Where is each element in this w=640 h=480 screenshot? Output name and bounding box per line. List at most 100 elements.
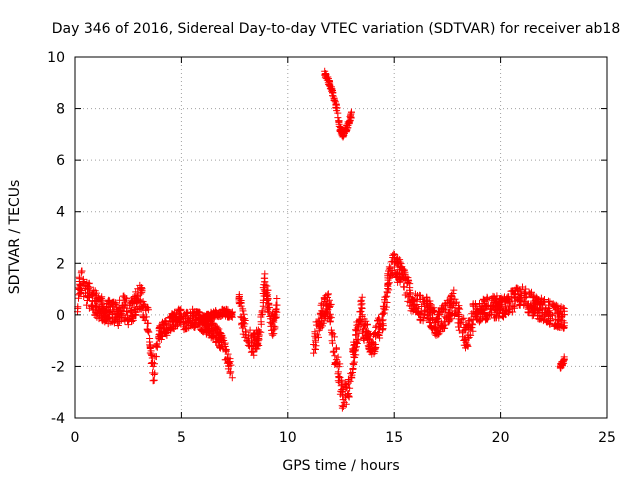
data-point — [315, 333, 322, 341]
data-point — [264, 307, 272, 315]
data-point — [473, 305, 481, 313]
data-point — [321, 70, 329, 78]
data-point — [105, 310, 113, 318]
data-point — [180, 317, 187, 325]
data-point — [102, 306, 110, 314]
data-point — [422, 302, 430, 310]
data-point — [455, 323, 462, 331]
data-point — [144, 304, 152, 312]
data-point — [355, 317, 363, 324]
data-point — [460, 314, 468, 322]
data-point — [357, 301, 365, 309]
data-point — [146, 335, 154, 342]
data-point — [90, 297, 98, 305]
data-point — [343, 384, 351, 392]
data-point — [559, 324, 567, 332]
data-point — [240, 310, 248, 318]
data-point — [349, 346, 357, 354]
data-point — [385, 286, 393, 294]
data-point — [443, 314, 450, 322]
data-point — [526, 309, 534, 317]
data-point — [269, 331, 277, 339]
data-point — [404, 297, 412, 305]
data-point — [121, 301, 129, 309]
data-point — [317, 324, 325, 332]
data-point — [238, 324, 246, 332]
data-point — [215, 329, 223, 337]
data-point — [378, 317, 386, 325]
data-point — [76, 275, 84, 283]
data-point — [553, 322, 561, 330]
data-point — [436, 328, 444, 336]
data-point — [538, 309, 546, 316]
data-point — [395, 274, 403, 282]
data-point — [155, 327, 163, 335]
data-point — [460, 336, 468, 344]
data-point — [530, 307, 538, 314]
data-point — [205, 326, 213, 334]
data-point — [110, 319, 118, 327]
data-point — [546, 298, 554, 306]
data-point — [329, 330, 337, 338]
data-point — [427, 301, 435, 309]
data-point — [474, 316, 482, 324]
data-point — [263, 282, 271, 290]
data-point — [424, 312, 432, 320]
data-point — [216, 344, 224, 352]
data-point — [310, 341, 318, 348]
data-point — [185, 324, 193, 332]
data-point — [325, 81, 333, 88]
data-point — [346, 117, 353, 125]
data-point — [142, 313, 150, 321]
data-point — [375, 314, 382, 322]
data-point — [559, 311, 567, 319]
data-point — [320, 317, 328, 325]
data-point — [443, 299, 451, 307]
data-point — [161, 329, 168, 337]
data-point — [246, 326, 254, 334]
data-point — [550, 303, 558, 311]
data-point — [462, 326, 470, 334]
data-point — [350, 338, 358, 346]
data-point — [239, 330, 247, 338]
data-point — [384, 281, 391, 289]
data-point — [478, 310, 486, 318]
y-tick-label: 8 — [56, 102, 65, 118]
data-point — [115, 312, 123, 320]
data-point — [327, 85, 335, 92]
data-point — [352, 331, 360, 339]
data-point — [336, 127, 344, 135]
data-point — [506, 308, 514, 316]
data-point — [86, 293, 93, 301]
data-point — [93, 309, 101, 316]
data-point — [325, 296, 333, 304]
data-point — [400, 283, 408, 291]
y-axis-label: SDTVAR / TECUs — [7, 180, 23, 295]
data-point — [362, 327, 370, 335]
data-point — [446, 304, 454, 312]
data-point — [345, 379, 352, 387]
data-point — [424, 307, 431, 315]
data-point — [258, 307, 266, 315]
data-point — [417, 316, 425, 324]
data-point — [406, 289, 414, 297]
data-point — [487, 306, 495, 314]
data-point — [350, 358, 358, 366]
data-point — [254, 339, 262, 347]
data-point — [79, 275, 87, 283]
data-point — [138, 305, 146, 313]
data-point — [124, 321, 132, 329]
data-point — [150, 376, 158, 384]
data-point — [128, 298, 136, 306]
data-point — [560, 356, 568, 364]
data-point — [144, 319, 152, 327]
data-point — [358, 305, 366, 312]
data-point — [329, 88, 337, 96]
data-point — [92, 302, 100, 310]
data-point — [337, 387, 345, 395]
x-tick-label: 20 — [492, 430, 510, 446]
data-point — [394, 260, 402, 268]
data-point — [520, 298, 528, 306]
data-point — [248, 347, 256, 355]
data-point — [319, 301, 327, 309]
